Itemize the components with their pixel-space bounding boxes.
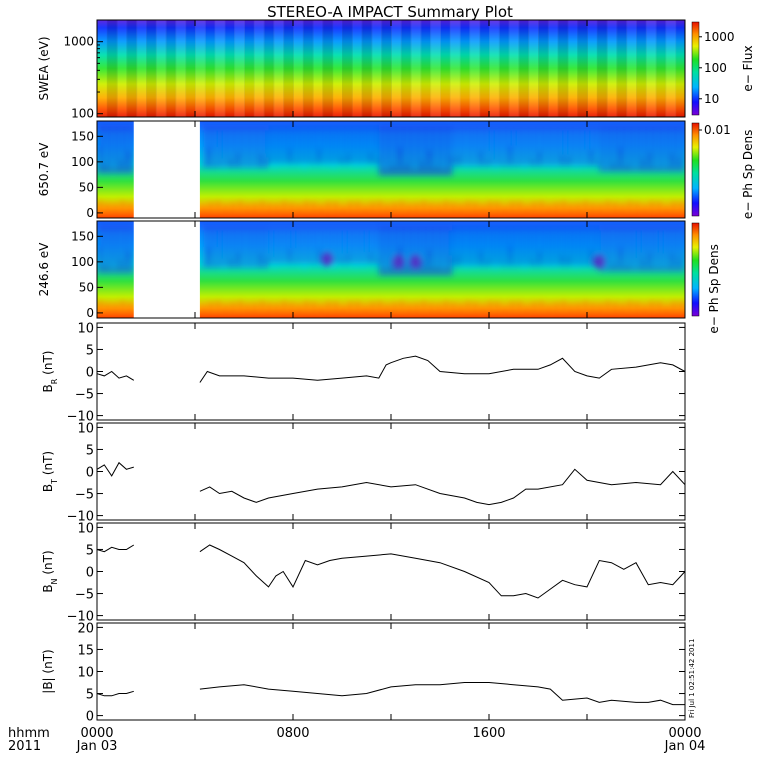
y-tick-label: 0 [86, 206, 94, 220]
heatmap-pad246-image [97, 221, 685, 318]
y-axis-label: BT (nT) [41, 451, 59, 492]
data-gap-pad650 [133, 121, 200, 218]
panel-pad246: e− Ph Sp Dens 150 100 50 0 246.6 eV [37, 220, 721, 334]
time-axis-corner-hhmm: hhmm [8, 726, 50, 741]
colorbar-label: e− Flux [741, 45, 755, 91]
colorbar-tick-label: 1000 [704, 30, 735, 44]
series-line-bt-seg1 [199, 468, 686, 506]
series-line-bmag-seg0 [96, 690, 134, 697]
panel-frame-bmag [96, 622, 686, 721]
y-tick-label: −10 [67, 610, 94, 625]
y-tick-label: 10 [77, 521, 94, 536]
panel-frame-bt [96, 422, 686, 521]
time-axis-corner-year: 2011 [8, 739, 41, 754]
y-tick-label: 50 [79, 280, 94, 294]
y-tick-label: 0 [86, 466, 94, 481]
panel-frame-pad246 [96, 220, 686, 319]
y-tick-label: 100 [71, 107, 94, 121]
time-tick-label: 1600 [472, 726, 505, 741]
y-tick-label: 10 [77, 666, 94, 681]
panel-frame-br [96, 322, 686, 421]
panel-swea: 1000 100 10 e− Flux 1000 100 SWEA (eV) [37, 19, 755, 121]
y-tick-label: 0 [86, 566, 94, 581]
series-line-br-seg1 [199, 355, 686, 383]
y-tick-label: 100 [71, 155, 94, 169]
time-tick-sublabel: Jan 03 [76, 739, 118, 754]
heatmap-swea-image [97, 20, 685, 117]
y-tick-label: 0 [86, 710, 94, 725]
panel-frame-swea [96, 19, 686, 118]
time-tick-label: 0800 [276, 726, 309, 741]
y-tick-label: −5 [75, 488, 94, 503]
colorbar-label: e− Ph Sp Dens [741, 130, 755, 219]
heatmap-pad650-image [97, 121, 685, 218]
y-tick-label: 50 [79, 180, 94, 194]
series-line-bt-seg0 [96, 461, 134, 477]
series-line-bn-seg1 [199, 544, 686, 599]
colorbar-tick-label: 100 [704, 61, 727, 75]
colorbar-swea [691, 21, 700, 116]
y-axis-label: |B| (nT) [41, 649, 55, 693]
y-tick-label: 1000 [63, 35, 94, 49]
y-tick-label: 0 [86, 366, 94, 381]
y-axis-label: BR (nT) [41, 351, 59, 393]
colorbar-tick-label: 10 [704, 92, 719, 106]
y-tick-label: 5 [86, 543, 94, 558]
series-line-br-seg0 [96, 370, 135, 381]
data-gap-pad246 [133, 221, 200, 318]
time-tick-label: 0000 [668, 726, 701, 741]
panel-bt: 10 5 0 −5 −10 BT (nT) [41, 421, 686, 525]
panel-bmag: 20 15 10 5 0 |B| (nT) [41, 621, 686, 725]
generation-timestamp: Fri Jul 1 02:51:42 2011 [688, 639, 696, 718]
y-tick-label: 10 [77, 321, 94, 336]
y-tick-label: 150 [71, 129, 94, 143]
time-tick-label: 0000 [80, 726, 113, 741]
colorbar-label: e− Ph Sp Dens [707, 244, 721, 333]
series-line-bn-seg0 [96, 544, 135, 553]
y-tick-label: −10 [67, 410, 94, 425]
panel-bn: 10 5 0 −5 −10 BN (nT) [41, 521, 686, 625]
time-tick-sublabel: Jan 04 [664, 739, 706, 754]
y-tick-label: 20 [77, 621, 94, 636]
y-tick-label: 5 [86, 343, 94, 358]
y-tick-label: 100 [71, 255, 94, 269]
panel-frame-bn [96, 522, 686, 621]
panel-br: 10 5 0 −5 −10 BR (nT) [41, 321, 686, 425]
y-tick-label: 5 [86, 688, 94, 703]
y-tick-label: −10 [67, 510, 94, 525]
colorbar-pad650 [691, 122, 700, 217]
colorbar-tick-label: 0.01 [704, 123, 731, 137]
y-axis-label: 650.7 eV [37, 142, 51, 197]
y-tick-label: −5 [75, 588, 94, 603]
panel-pad650: 0.01 e− Ph Sp Dens 150 100 50 0 650.7 eV [37, 120, 755, 220]
y-tick-label: 0 [86, 306, 94, 320]
y-axis-label: 246.6 eV [37, 242, 51, 297]
series-line-bmag-seg1 [199, 682, 685, 706]
y-axis-label: SWEA (eV) [37, 36, 51, 100]
y-tick-label: 15 [77, 643, 94, 658]
y-tick-label: 5 [86, 443, 94, 458]
y-tick-label: 10 [77, 421, 94, 436]
y-axis-label: BN (nT) [41, 550, 59, 592]
figure-title: STEREO-A IMPACT Summary Plot [267, 3, 513, 21]
colorbar-pad246 [691, 222, 700, 317]
panel-frame-pad650 [96, 120, 686, 219]
y-tick-label: 150 [71, 229, 94, 243]
y-tick-label: −5 [75, 388, 94, 403]
